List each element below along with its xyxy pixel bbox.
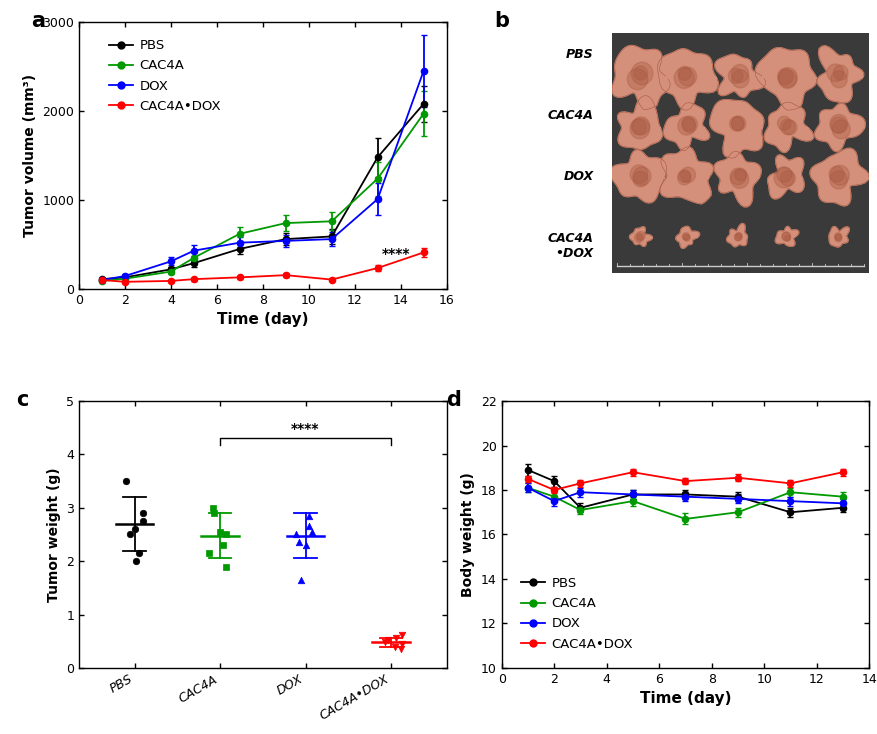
Point (129, 556, 143, 567)
Point (218, 561, 232, 573)
Text: CAC4A: CAC4A (547, 109, 593, 122)
Point (202, 548, 216, 559)
Point (119, 475, 133, 487)
Text: c: c (17, 390, 29, 410)
Point (388, 641, 402, 653)
Point (294, 574, 308, 586)
Point (291, 537, 305, 548)
Point (123, 528, 137, 540)
Y-axis label: Body weight (g): Body weight (g) (461, 472, 474, 597)
Point (381, 634, 395, 646)
Text: ****: **** (381, 247, 410, 261)
Text: d: d (446, 390, 461, 410)
Point (394, 644, 408, 655)
Point (216, 539, 230, 551)
Point (206, 502, 220, 514)
Text: b: b (494, 11, 509, 32)
Point (213, 526, 227, 538)
Point (132, 548, 146, 559)
Point (136, 515, 150, 527)
Point (395, 638, 409, 650)
Point (128, 523, 142, 535)
Point (299, 539, 313, 551)
Legend: PBS, CAC4A, DOX, CAC4A•DOX: PBS, CAC4A, DOX, CAC4A•DOX (515, 572, 638, 656)
Text: ****: **** (291, 422, 319, 436)
Text: a: a (32, 11, 46, 32)
Point (389, 632, 403, 644)
Point (136, 507, 150, 519)
Y-axis label: Tumor volume (mm³): Tumor volume (mm³) (23, 74, 37, 237)
Point (289, 528, 303, 540)
Point (302, 520, 316, 532)
Point (395, 629, 409, 641)
Text: PBS: PBS (566, 48, 593, 60)
Point (304, 526, 318, 538)
Point (207, 507, 221, 519)
X-axis label: Time (day): Time (day) (639, 691, 731, 706)
Point (218, 528, 232, 540)
Legend: PBS, CAC4A, DOX, CAC4A•DOX: PBS, CAC4A, DOX, CAC4A•DOX (103, 34, 226, 118)
Point (301, 510, 315, 522)
Point (377, 636, 391, 648)
Text: CAC4A
•DOX: CAC4A •DOX (547, 232, 593, 261)
Text: DOX: DOX (563, 170, 593, 184)
Y-axis label: Tumor weight (g): Tumor weight (g) (46, 467, 61, 602)
X-axis label: Time (day): Time (day) (217, 313, 308, 327)
